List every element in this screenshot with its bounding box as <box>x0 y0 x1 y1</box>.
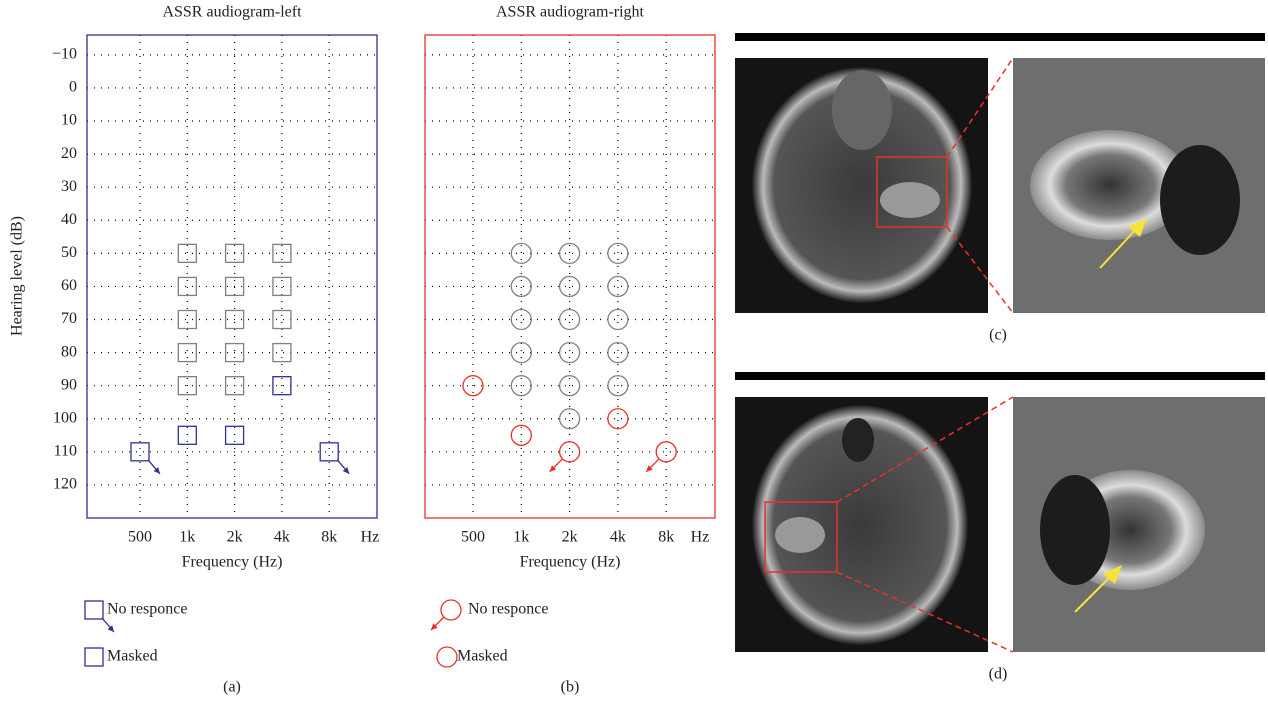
chart-title: ASSR audiogram-right <box>496 4 645 21</box>
marker <box>560 409 580 429</box>
x-tick-label: 2k <box>227 529 243 546</box>
legend-marker <box>85 648 103 666</box>
x-tick-label: 500 <box>461 529 485 546</box>
mastoid <box>1160 145 1240 255</box>
bar <box>735 372 1265 380</box>
marker <box>608 276 628 296</box>
marker <box>131 443 149 461</box>
marker <box>608 243 628 263</box>
temporal-bone <box>775 517 825 553</box>
x-unit: Hz <box>691 529 710 546</box>
x-tick-label: 8k <box>321 529 337 546</box>
legend-label: No responce <box>107 601 187 618</box>
panel-label: (a) <box>223 679 241 696</box>
marker <box>511 243 531 263</box>
x-unit: Hz <box>361 529 380 546</box>
y-tick-label: −10 <box>52 46 77 63</box>
ct-panel-d: (d) <box>735 372 1265 683</box>
y-tick-label: 100 <box>53 409 77 426</box>
figure: (c) (d) ASSR audiogram-left −10 0 10 20 30 40 5… <box>0 0 1268 701</box>
marker <box>273 311 291 329</box>
mastoid <box>1040 475 1110 585</box>
marker <box>511 276 531 296</box>
y-tick-label: 50 <box>61 244 77 261</box>
marker <box>608 310 628 330</box>
audiogram: ASSR audiogram-left −10 0 10 20 30 40 50 60 70 80 9… <box>9 4 380 696</box>
x-axis-label: Frequency (Hz) <box>520 554 621 571</box>
y-tick-label: 70 <box>61 310 77 327</box>
marker <box>560 310 580 330</box>
ct-panel-c: (c) <box>735 33 1265 344</box>
y-tick-label: 10 <box>61 112 77 129</box>
y-tick-label: 90 <box>61 376 77 393</box>
x-tick-label: 2k <box>562 529 578 546</box>
temporal-bone <box>880 182 940 218</box>
marker <box>511 310 531 330</box>
bar <box>735 33 1265 41</box>
x-axis-label: Frequency (Hz) <box>182 554 283 571</box>
marker <box>511 425 531 445</box>
legend-label: Masked <box>457 648 508 665</box>
y-tick-label: 60 <box>61 277 77 294</box>
marker <box>608 343 628 363</box>
marker <box>320 443 338 461</box>
marker <box>178 344 196 362</box>
sinus <box>842 418 874 462</box>
y-tick-label: 40 <box>61 211 77 228</box>
marker <box>608 409 628 429</box>
chart-title: ASSR audiogram-left <box>162 4 302 21</box>
y-tick-label: 20 <box>61 145 77 162</box>
x-tick-label: 4k <box>274 529 290 546</box>
marker <box>273 344 291 362</box>
x-tick-label: 1k <box>179 529 195 546</box>
legend-label: Masked <box>107 648 158 665</box>
legend-label: No responce <box>468 601 548 618</box>
y-tick-label: 110 <box>54 443 77 460</box>
x-tick-label: 8k <box>658 529 674 546</box>
y-tick-label: 0 <box>69 79 77 96</box>
y-tick-label: 80 <box>61 343 77 360</box>
panel-label: (c) <box>989 327 1007 344</box>
marker <box>560 343 580 363</box>
y-tick-label: 30 <box>61 178 77 195</box>
y-axis-label: Hearing level (dB) <box>9 216 26 336</box>
x-tick-label: 4k <box>610 529 626 546</box>
marker <box>560 243 580 263</box>
marker <box>560 276 580 296</box>
x-tick-label: 500 <box>128 529 152 546</box>
panel-label: (d) <box>989 666 1008 683</box>
legend-marker <box>437 647 457 667</box>
marker <box>511 343 531 363</box>
audiogram: ASSR audiogram-right 500 1k 2k 4k 8k Hz Frequen… <box>425 4 715 696</box>
sinus <box>832 70 892 150</box>
x-tick-label: 1k <box>513 529 529 546</box>
panel-label: (b) <box>561 679 580 696</box>
marker <box>178 311 196 329</box>
legend-marker <box>85 601 103 619</box>
y-tick-label: 120 <box>53 476 77 493</box>
